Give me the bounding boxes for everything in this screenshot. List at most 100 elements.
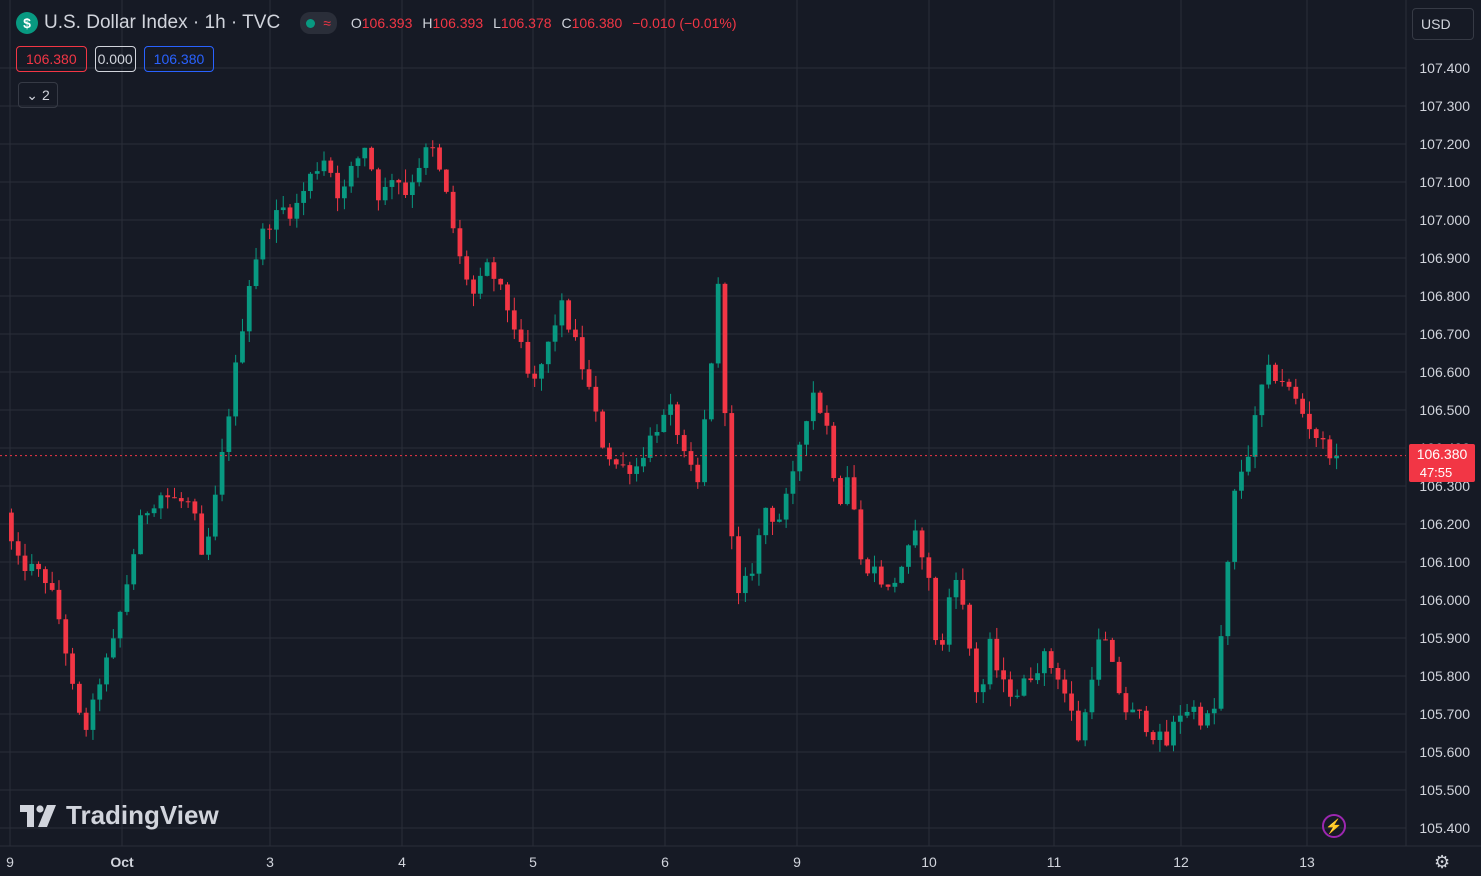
candle	[1116, 656, 1122, 695]
candle-body	[763, 507, 769, 536]
candle-body	[1327, 439, 1333, 459]
candle	[906, 544, 911, 574]
candle-body	[1048, 651, 1054, 669]
candle	[545, 341, 551, 373]
candle-body	[1279, 380, 1285, 382]
candle-body	[1103, 639, 1108, 641]
candle-body	[756, 535, 762, 574]
lightning-icon[interactable]: ⚡	[1322, 814, 1346, 838]
candle	[654, 424, 660, 443]
candle	[940, 633, 945, 651]
candle-body	[940, 640, 945, 645]
candle	[63, 614, 69, 666]
candle-body	[1273, 364, 1278, 381]
candle	[464, 250, 470, 286]
candle	[586, 359, 592, 390]
candle-body	[858, 509, 864, 560]
candle	[872, 555, 877, 583]
candle	[389, 173, 395, 200]
candle	[681, 429, 687, 458]
currency-selector[interactable]: USD	[1412, 8, 1474, 40]
candle	[423, 143, 429, 175]
candle	[1334, 443, 1339, 470]
candle	[22, 543, 28, 581]
candle	[980, 678, 986, 704]
candle	[607, 442, 612, 466]
candle	[749, 563, 755, 581]
candle	[613, 458, 619, 469]
candle	[634, 457, 640, 482]
candle-body	[267, 228, 273, 230]
candle	[627, 461, 633, 485]
candle-body	[817, 392, 823, 413]
candle	[1048, 648, 1054, 674]
sell-button[interactable]: 106.380	[16, 46, 87, 72]
candle	[1041, 648, 1047, 686]
market-status[interactable]: ≈	[300, 12, 337, 34]
candle	[36, 561, 41, 577]
candle-body	[1109, 639, 1115, 662]
candle-body	[498, 278, 504, 285]
candle	[416, 158, 422, 187]
candle-body	[770, 507, 775, 522]
candle-body	[97, 684, 103, 700]
time-tick-label: 9	[6, 854, 14, 870]
candle	[1082, 708, 1088, 747]
candle	[362, 147, 368, 167]
price-tick-label: 105.800	[1419, 668, 1470, 684]
candle	[1150, 730, 1156, 745]
spread-value: 0.000	[94, 46, 136, 72]
candle-body	[715, 283, 721, 364]
high-value: 106.393	[432, 15, 484, 31]
candle	[443, 169, 449, 194]
candle-body	[124, 584, 130, 612]
price-tick-label: 106.500	[1419, 402, 1470, 418]
candle	[151, 504, 157, 517]
candle-body	[518, 329, 524, 342]
candle	[702, 409, 707, 486]
candle	[110, 629, 116, 659]
candle-body	[287, 207, 293, 219]
candle	[688, 442, 694, 472]
candle-body	[328, 160, 334, 173]
candle	[1191, 700, 1197, 720]
candle-body	[416, 167, 422, 183]
candle	[76, 681, 82, 715]
candle-body	[206, 536, 211, 555]
trade-panel: 106.380 0.000 106.380	[16, 46, 215, 72]
candle-body	[1089, 679, 1095, 713]
candle-body	[742, 575, 748, 594]
tradingview-logo-icon	[20, 804, 56, 827]
candle-body	[158, 495, 164, 509]
buy-button[interactable]: 106.380	[143, 46, 215, 72]
symbol-title[interactable]: U.S. Dollar Index · 1h · TVC	[44, 12, 281, 33]
candle-body	[342, 186, 347, 199]
candle	[29, 554, 35, 576]
candle	[1279, 369, 1285, 387]
indicators-toggle-button[interactable]: ⌄ 2	[18, 82, 58, 108]
market-open-dot-icon	[306, 18, 316, 28]
candle-body	[987, 638, 993, 685]
candle	[56, 580, 62, 625]
candle	[9, 508, 14, 550]
candle-body	[1014, 695, 1020, 697]
candle-body	[321, 160, 327, 172]
candle-body	[403, 182, 408, 196]
candle-body	[90, 699, 96, 730]
candle-body	[1164, 731, 1170, 746]
dollar-symbol-icon[interactable]: $	[16, 12, 38, 34]
candle-body	[464, 256, 470, 280]
candle-body	[1205, 713, 1210, 726]
price-axis-panel	[1406, 0, 1481, 876]
candle-body	[144, 513, 150, 516]
candle-body	[253, 259, 259, 287]
candle-body	[1008, 679, 1013, 697]
settings-gear-icon[interactable]: ⚙	[1434, 852, 1451, 872]
candle	[287, 204, 293, 226]
candle-body	[776, 519, 782, 522]
candle	[505, 282, 510, 323]
close-label: C	[561, 15, 572, 31]
candle	[926, 552, 932, 591]
candle	[885, 584, 891, 591]
